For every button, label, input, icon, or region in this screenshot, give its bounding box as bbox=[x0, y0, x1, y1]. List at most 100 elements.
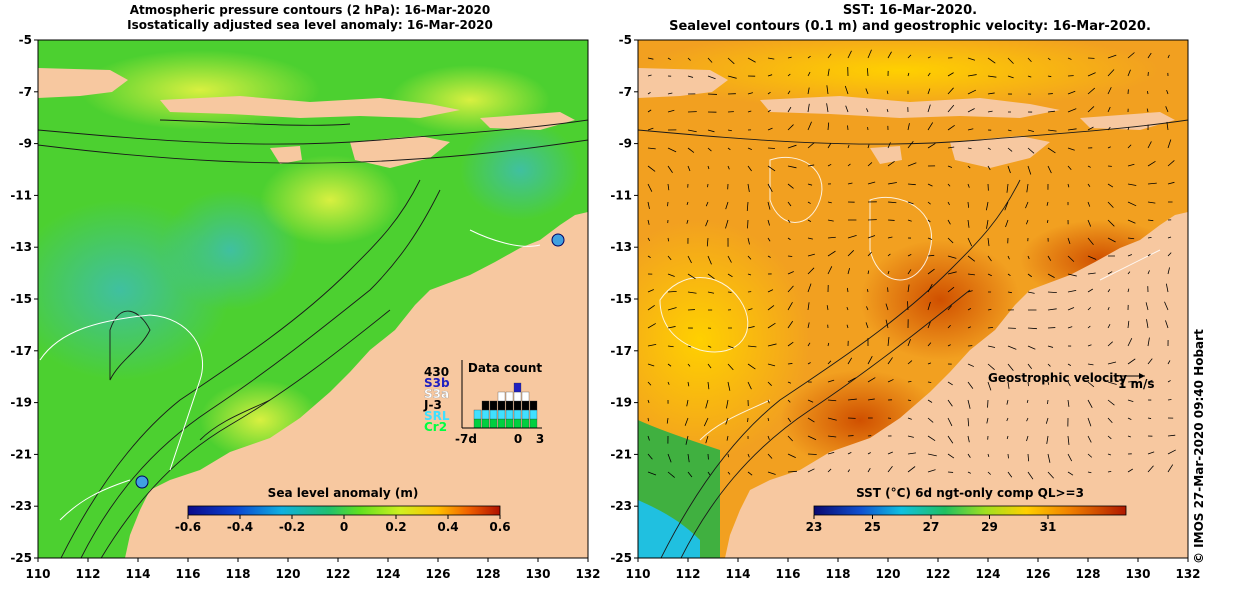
velocity-arrow bbox=[647, 201, 650, 209]
velocity-arrow bbox=[1107, 106, 1111, 113]
velocity-arrow bbox=[927, 268, 935, 275]
velocity-arrow bbox=[1026, 183, 1029, 193]
velocity-arrow bbox=[807, 219, 812, 223]
velocity-arrow bbox=[927, 399, 933, 403]
velocity-arrow bbox=[1045, 417, 1049, 424]
velocity-arrow bbox=[1047, 308, 1057, 311]
x-tick-label: 116 bbox=[175, 567, 200, 581]
velocity-arrow bbox=[867, 270, 870, 275]
velocity-arrow bbox=[747, 471, 753, 476]
velocity-arrow bbox=[887, 337, 890, 347]
velocity-arrow bbox=[787, 219, 791, 223]
velocity-arrow bbox=[647, 435, 650, 441]
velocity-arrow bbox=[1127, 254, 1133, 257]
velocity-arrow bbox=[767, 381, 772, 386]
velocity-arrow bbox=[787, 90, 791, 95]
colorbar-tick-label: 31 bbox=[1040, 520, 1057, 534]
velocity-arrow bbox=[767, 74, 773, 77]
x-tick-label: 110 bbox=[25, 567, 50, 581]
velocity-arrow bbox=[947, 219, 951, 225]
y-tick-label: -9 bbox=[619, 137, 632, 151]
velocity-arrow bbox=[826, 85, 829, 95]
velocity-arrow bbox=[1067, 326, 1073, 329]
velocity-arrow bbox=[1026, 435, 1029, 442]
sla-white-contours bbox=[39, 229, 541, 521]
velocity-arrow bbox=[987, 165, 991, 171]
velocity-arrow bbox=[1007, 471, 1013, 478]
velocity-arrow bbox=[986, 417, 989, 424]
x-tick-label: 128 bbox=[475, 567, 500, 581]
velocity-arrow bbox=[787, 435, 793, 442]
velocity-arrow bbox=[703, 417, 709, 427]
velocity-arrow bbox=[827, 122, 830, 131]
velocity-arrow bbox=[767, 201, 771, 210]
velocity-arrow bbox=[967, 453, 971, 458]
velocity-arrow bbox=[807, 55, 811, 59]
velocity-arrow bbox=[887, 465, 893, 473]
velocity-arrow bbox=[647, 363, 655, 367]
velocity-arrow bbox=[1107, 201, 1114, 208]
velocity-arrow bbox=[927, 301, 931, 311]
velocity-arrow bbox=[1165, 106, 1169, 113]
velocity-arrow bbox=[947, 344, 951, 347]
velocity-arrow bbox=[726, 399, 729, 409]
velocity-arrow bbox=[787, 470, 797, 473]
inset-title: Data count bbox=[468, 361, 543, 375]
velocity-arrow bbox=[987, 92, 995, 95]
velocity-arrow bbox=[747, 147, 752, 151]
velocity-arrow bbox=[1127, 320, 1130, 329]
velocity-arrow bbox=[847, 398, 857, 401]
velocity-arrow bbox=[847, 357, 853, 365]
velocity-arrow bbox=[1087, 471, 1092, 474]
velocity-arrow bbox=[846, 307, 849, 311]
velocity-arrow bbox=[927, 381, 932, 383]
inset-bar-segment bbox=[513, 418, 522, 429]
velocity-arrow bbox=[1027, 75, 1032, 78]
velocity-arrow bbox=[1007, 75, 1014, 79]
velocity-arrow bbox=[1127, 468, 1133, 473]
velocity-arrow bbox=[687, 363, 691, 367]
velocity-arrow bbox=[1167, 267, 1170, 275]
velocity-arrow bbox=[707, 57, 713, 63]
velocity-arrow bbox=[1027, 381, 1029, 387]
timor-island bbox=[350, 136, 450, 168]
velocity-arrow bbox=[1147, 219, 1154, 222]
velocity-arrow bbox=[1047, 129, 1057, 132]
right-title-line2: Sealevel contours (0.1 m) and geostrophi… bbox=[669, 19, 1151, 34]
velocity-scale-label: 1 m/s bbox=[1118, 377, 1155, 391]
x-tick-label: 116 bbox=[775, 567, 800, 581]
velocity-arrow bbox=[927, 362, 932, 365]
velocity-arrow bbox=[847, 235, 857, 239]
velocity-arrow bbox=[667, 237, 670, 242]
velocity-arrow bbox=[1107, 435, 1112, 440]
velocity-arrow bbox=[867, 162, 873, 167]
velocity-arrow bbox=[647, 453, 653, 460]
velocity-arrow bbox=[1127, 338, 1133, 347]
inset-bar-segment bbox=[497, 418, 506, 429]
inset-x-label: 3 bbox=[536, 432, 544, 446]
velocity-arrow bbox=[1025, 201, 1029, 209]
y-tick-label: -13 bbox=[10, 240, 32, 254]
velocity-arrow bbox=[1006, 417, 1009, 422]
velocity-arrow bbox=[1167, 181, 1175, 185]
velocity-arrow bbox=[647, 417, 650, 422]
velocity-arrow bbox=[847, 182, 853, 185]
velocity-arrow bbox=[947, 146, 955, 149]
australia-land bbox=[725, 212, 1188, 558]
velocity-arrow bbox=[927, 183, 933, 187]
velocity-arrow bbox=[967, 89, 977, 95]
velocity-arrow bbox=[967, 165, 971, 169]
velocity-arrow bbox=[947, 87, 954, 95]
x-tick-label: 124 bbox=[375, 567, 400, 581]
velocity-arrow bbox=[647, 471, 657, 476]
velocity-arrow bbox=[907, 72, 910, 77]
velocity-arrow bbox=[947, 104, 955, 113]
velocity-arrow bbox=[927, 56, 931, 59]
velocity-arrow bbox=[967, 381, 974, 389]
velocity-arrow bbox=[707, 291, 715, 294]
inset-x-labels: -7d 0 3 bbox=[455, 432, 544, 446]
velocity-arrow bbox=[1167, 252, 1172, 257]
velocity-arrow bbox=[807, 201, 811, 204]
velocity-arrow bbox=[807, 468, 815, 473]
x-tick-label: 124 bbox=[975, 567, 1000, 581]
